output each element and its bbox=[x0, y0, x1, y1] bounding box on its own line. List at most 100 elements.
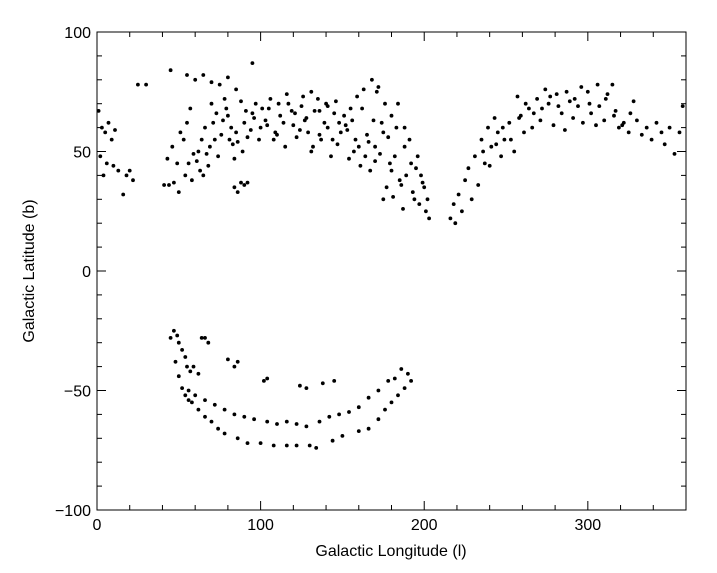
data-point bbox=[414, 166, 418, 171]
data-point bbox=[564, 89, 569, 94]
data-point bbox=[121, 192, 126, 197]
data-point bbox=[644, 125, 649, 130]
data-point bbox=[271, 137, 276, 142]
data-point bbox=[170, 144, 175, 149]
data-point bbox=[370, 77, 374, 82]
data-point bbox=[376, 388, 381, 393]
data-point bbox=[595, 82, 600, 87]
data-point bbox=[523, 101, 528, 106]
x-tick-label: 100 bbox=[247, 517, 274, 534]
data-point bbox=[253, 101, 258, 106]
data-point bbox=[330, 137, 335, 142]
data-point bbox=[186, 398, 191, 402]
data-point bbox=[191, 364, 196, 369]
data-point bbox=[176, 190, 181, 195]
data-point bbox=[242, 183, 247, 187]
axis-tick-labels: 0 100 200 300 −100 −50 0 50 100 bbox=[55, 25, 601, 534]
data-point bbox=[389, 400, 394, 405]
data-point bbox=[594, 123, 598, 128]
data-point bbox=[196, 371, 201, 376]
data-point bbox=[635, 118, 639, 123]
data-point bbox=[502, 137, 507, 142]
data-point bbox=[235, 140, 240, 144]
data-point bbox=[342, 113, 346, 118]
data-point bbox=[193, 77, 198, 82]
data-point bbox=[276, 101, 281, 106]
data-point bbox=[579, 85, 584, 89]
data-point bbox=[631, 99, 636, 104]
data-point bbox=[222, 407, 227, 412]
data-point bbox=[178, 130, 183, 135]
data-point bbox=[201, 173, 206, 178]
data-point bbox=[332, 111, 337, 116]
data-point bbox=[453, 221, 458, 226]
data-point bbox=[576, 104, 580, 108]
data-point bbox=[396, 101, 400, 106]
data-point bbox=[366, 140, 371, 144]
data-point bbox=[206, 163, 211, 168]
data-point bbox=[567, 99, 572, 104]
data-point bbox=[500, 125, 505, 130]
data-point bbox=[649, 137, 654, 142]
data-point bbox=[183, 173, 188, 178]
data-point bbox=[273, 130, 278, 135]
data-point bbox=[252, 417, 256, 422]
data-point bbox=[662, 142, 667, 147]
plot-frame bbox=[96, 31, 687, 511]
data-point bbox=[248, 128, 253, 132]
data-point bbox=[201, 73, 206, 77]
data-point bbox=[262, 379, 266, 383]
data-point bbox=[309, 89, 314, 94]
data-point bbox=[522, 130, 526, 135]
data-point bbox=[556, 104, 561, 108]
data-point bbox=[183, 355, 188, 359]
data-point bbox=[204, 152, 209, 156]
data-point bbox=[314, 446, 319, 450]
data-point bbox=[214, 111, 219, 116]
data-point bbox=[667, 125, 672, 130]
data-point bbox=[361, 87, 366, 92]
data-point bbox=[383, 101, 387, 106]
data-point bbox=[211, 120, 216, 125]
data-point bbox=[104, 161, 109, 166]
data-point bbox=[263, 118, 268, 123]
data-point bbox=[167, 183, 171, 187]
data-point bbox=[298, 383, 302, 388]
data-points bbox=[96, 61, 685, 450]
data-point bbox=[172, 180, 176, 185]
data-point bbox=[489, 144, 494, 149]
data-point bbox=[96, 109, 101, 113]
data-point bbox=[376, 417, 381, 422]
data-point bbox=[235, 190, 240, 195]
data-point bbox=[257, 137, 261, 142]
y-tick-label: −50 bbox=[64, 384, 91, 401]
data-point bbox=[283, 144, 288, 149]
data-point bbox=[98, 154, 103, 159]
data-point bbox=[327, 414, 332, 419]
data-point bbox=[563, 128, 567, 132]
data-point bbox=[304, 424, 309, 429]
data-point bbox=[360, 106, 364, 111]
data-point bbox=[232, 364, 237, 369]
data-point bbox=[348, 106, 353, 111]
data-point bbox=[495, 130, 500, 135]
data-point bbox=[352, 149, 356, 154]
data-point bbox=[347, 410, 351, 414]
data-point bbox=[186, 388, 191, 393]
axis-ticks bbox=[96, 31, 687, 511]
data-point bbox=[245, 441, 250, 445]
data-point bbox=[548, 94, 553, 99]
data-point bbox=[371, 118, 376, 123]
data-point bbox=[258, 441, 263, 445]
data-point bbox=[281, 120, 286, 125]
data-point bbox=[193, 393, 198, 398]
data-point bbox=[239, 180, 243, 185]
data-point bbox=[628, 111, 633, 116]
data-point bbox=[198, 168, 203, 173]
data-point bbox=[242, 414, 247, 419]
data-point bbox=[407, 137, 412, 142]
data-point bbox=[517, 116, 521, 120]
data-point bbox=[617, 125, 621, 130]
data-point bbox=[216, 426, 221, 431]
